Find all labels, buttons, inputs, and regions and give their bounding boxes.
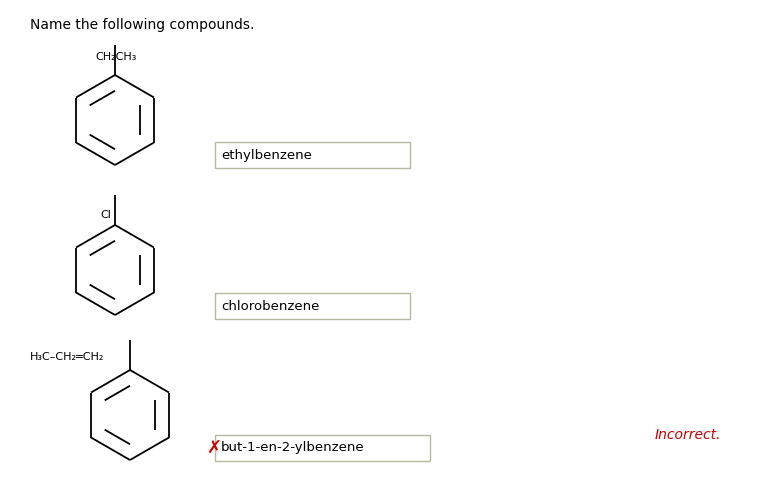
Text: H₃C–CH₂═CH₂: H₃C–CH₂═CH₂	[30, 352, 105, 362]
Text: chlorobenzene: chlorobenzene	[221, 300, 320, 312]
Text: Incorrect.: Incorrect.	[655, 428, 722, 442]
FancyBboxPatch shape	[215, 435, 430, 461]
Text: ethylbenzene: ethylbenzene	[221, 148, 312, 161]
FancyBboxPatch shape	[215, 293, 410, 319]
Text: CH₂CH₃: CH₂CH₃	[95, 52, 137, 62]
Text: Name the following compounds.: Name the following compounds.	[30, 18, 254, 32]
Text: but-1-en-2-ylbenzene: but-1-en-2-ylbenzene	[221, 442, 365, 455]
Text: ✗: ✗	[207, 439, 222, 457]
Text: Cl: Cl	[100, 210, 111, 220]
FancyBboxPatch shape	[215, 142, 410, 168]
